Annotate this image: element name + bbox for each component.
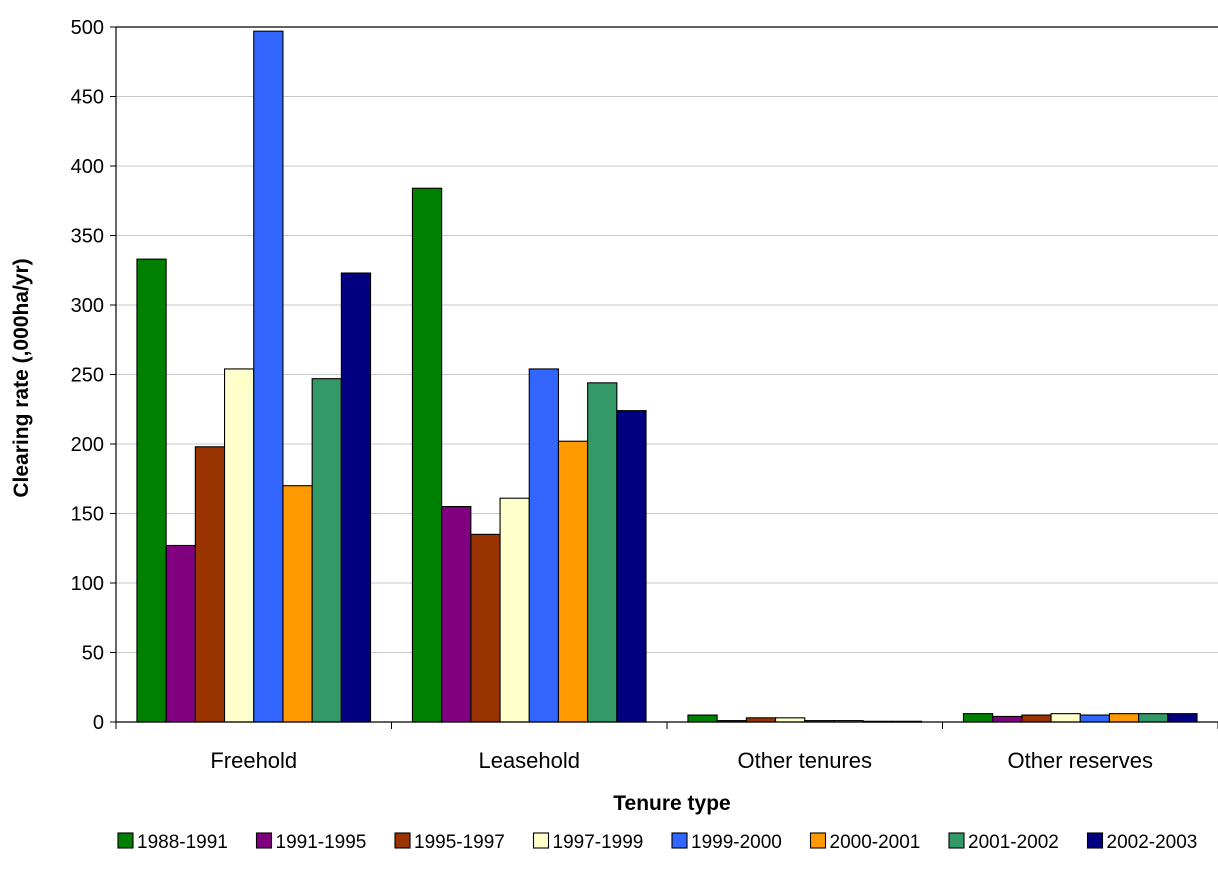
bar-other-tenures-1988-1991 [687, 714, 718, 723]
bar-other-tenures-1995-1997 [745, 717, 777, 723]
y-tick-label: 300 [71, 295, 104, 317]
x-category-label: Leasehold [478, 748, 580, 773]
bar-other-reserves-2002-2003 [1167, 713, 1198, 723]
bar-other-tenures-1997-1999 [774, 717, 806, 723]
bar-other-reserves-1995-1997 [1021, 714, 1052, 723]
bar-freehold-2001-2002 [311, 378, 342, 723]
legend-swatch [394, 832, 411, 849]
legend-swatch [948, 832, 965, 849]
bar-leasehold-2001-2002 [587, 382, 618, 723]
legend-swatch [117, 832, 134, 849]
y-tick-label: 0 [93, 712, 104, 734]
bar-other-reserves-2001-2002 [1138, 713, 1169, 723]
bar-other-reserves-1999-2000 [1079, 714, 1111, 723]
bar-leasehold-1997-1999 [499, 497, 530, 723]
y-tick-label: 250 [71, 365, 104, 387]
legend-label: 1995-1997 [414, 832, 505, 853]
bar-freehold-2000-2001 [282, 485, 313, 723]
bars [136, 30, 1198, 723]
y-tick-label: 500 [71, 17, 104, 39]
y-tick-label: 200 [71, 434, 104, 456]
legend: 1988-1991 1991-1995 1995-1997 1997-1999 1999… [117, 832, 1198, 853]
x-category-label: Other reserves [1008, 748, 1154, 773]
legend-label: 1997-1999 [553, 832, 644, 853]
legend-label: 2002-2003 [1107, 832, 1198, 853]
legend-label: 1991-1995 [276, 832, 367, 853]
bar-leasehold-1988-1991 [411, 187, 443, 723]
x-category-label: Freehold [210, 748, 297, 773]
bar-freehold-1997-1999 [224, 368, 255, 723]
bar-leasehold-1999-2000 [528, 368, 560, 723]
bar-freehold-1991-1995 [165, 544, 196, 723]
legend-swatch [532, 832, 550, 849]
y-tick-label: 150 [71, 504, 104, 526]
legend-label: 1988-1991 [137, 832, 228, 853]
legend-swatch [809, 832, 827, 849]
y-tick-label: 50 [82, 643, 104, 665]
bar-leasehold-1995-1997 [470, 533, 501, 723]
bar-other-reserves-1988-1991 [962, 713, 994, 723]
bar-freehold-1995-1997 [194, 446, 226, 723]
bar-other-reserves-1991-1995 [992, 715, 1023, 723]
y-axis-title: Clearing rate (,000ha/yr) [10, 258, 33, 497]
bar-freehold-2002-2003 [340, 272, 372, 723]
legend-label: 2000-2001 [830, 832, 921, 853]
y-tick-label: 350 [71, 226, 104, 248]
bar-leasehold-2002-2003 [616, 410, 647, 723]
bar-leasehold-1991-1995 [441, 505, 472, 723]
x-axis-ticks: Freehold Leasehold Other tenures Other rese… [115, 722, 1218, 773]
bar-other-reserves-1997-1999 [1050, 713, 1081, 723]
legend-swatch [255, 832, 273, 849]
x-axis-title: Tenure type [613, 792, 730, 815]
bar-leasehold-2000-2001 [557, 440, 589, 723]
bar-other-reserves-2000-2001 [1108, 713, 1140, 723]
y-tick-label: 400 [71, 156, 104, 178]
legend-swatch [1086, 832, 1104, 849]
legend-label: 2001-2002 [968, 832, 1059, 853]
legend-label: 1999-2000 [691, 832, 782, 853]
legend-swatch [671, 832, 688, 849]
bar-freehold-1988-1991 [136, 258, 167, 723]
y-tick-label: 450 [71, 87, 104, 109]
y-tick-label: 100 [71, 573, 104, 595]
y-axis-ticks: 0 50 100 150 200 250 300 350 400 450 500 [71, 17, 116, 734]
bar-freehold-1999-2000 [253, 30, 284, 723]
x-category-label: Other tenures [737, 748, 872, 773]
